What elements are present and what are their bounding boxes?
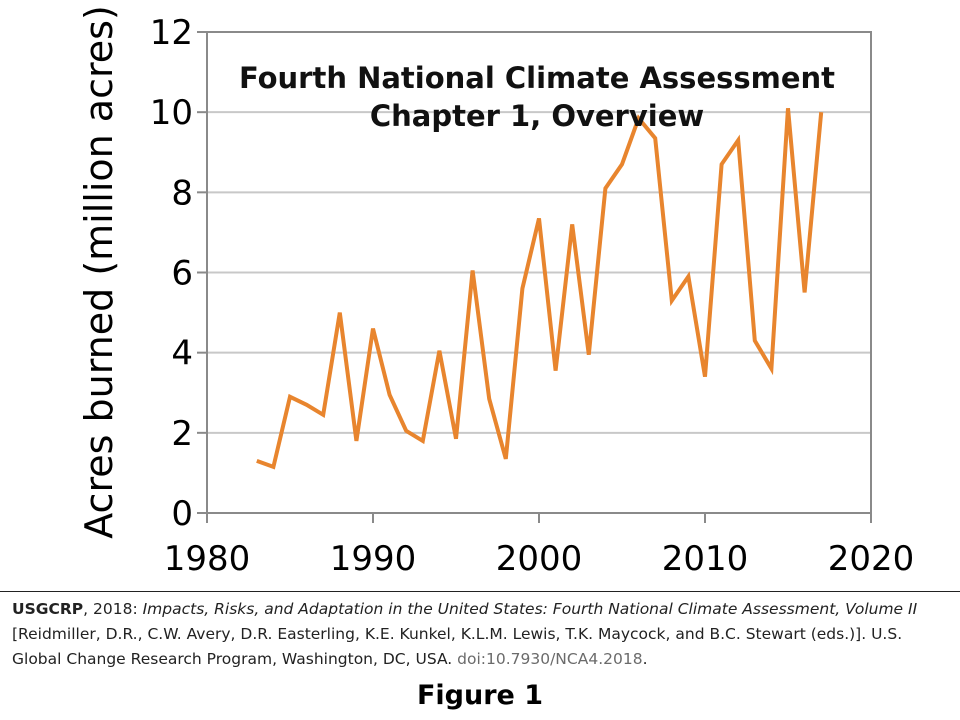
citation-year: , 2018: xyxy=(83,600,143,618)
citation-doi-link[interactable]: doi:10.7930/NCA4.2018 xyxy=(457,650,643,668)
y-tick-label-12: 12 xyxy=(150,13,193,53)
y-tick-label-8: 8 xyxy=(171,173,193,213)
citation-end: . xyxy=(642,650,648,668)
y-tick-label-0: 0 xyxy=(171,494,193,534)
gridlines xyxy=(207,111,871,434)
x-tick-label-1990: 1990 xyxy=(330,539,417,579)
figure-caption: Figure 1 xyxy=(416,680,544,711)
citation-editors: [Reidmiller, D.R., C.W. Avery, D.R. East… xyxy=(12,625,903,668)
line-chart: 0 2 4 6 8 10 12 1980 1990 2000 2010 2020 Acres bur… xyxy=(77,5,915,579)
chart-title-line-1: Fourth National Climate Assessment xyxy=(239,61,835,95)
x-tick-labels: 1980 1990 2000 2010 2020 xyxy=(164,539,915,579)
plot-frame xyxy=(197,31,872,523)
x-tick-label-2020: 2020 xyxy=(828,539,915,579)
series-line-0 xyxy=(256,108,824,470)
x-tick-label-2000: 2000 xyxy=(496,539,583,579)
citation-author: USGCRP xyxy=(12,600,84,618)
y-tick-label-2: 2 xyxy=(171,414,193,454)
chart-title-line-2: Chapter 1, Overview xyxy=(370,99,704,133)
y-tick-label-10: 10 xyxy=(150,93,193,133)
y-tick-label-4: 4 xyxy=(171,334,193,374)
x-tick-label-2010: 2010 xyxy=(662,539,749,579)
series-group xyxy=(256,108,824,470)
y-tick-label-6: 6 xyxy=(171,254,193,294)
citation: USGCRP, 2018: Impacts, Risks, and Adapta… xyxy=(12,597,942,672)
y-axis-label: Acres burned (million acres) xyxy=(77,5,121,539)
y-tick-labels: 0 2 4 6 8 10 12 xyxy=(150,13,193,534)
x-tick-label-1980: 1980 xyxy=(164,539,251,579)
divider xyxy=(0,591,960,592)
citation-title: Impacts, Risks, and Adaptation in the Un… xyxy=(142,600,918,618)
